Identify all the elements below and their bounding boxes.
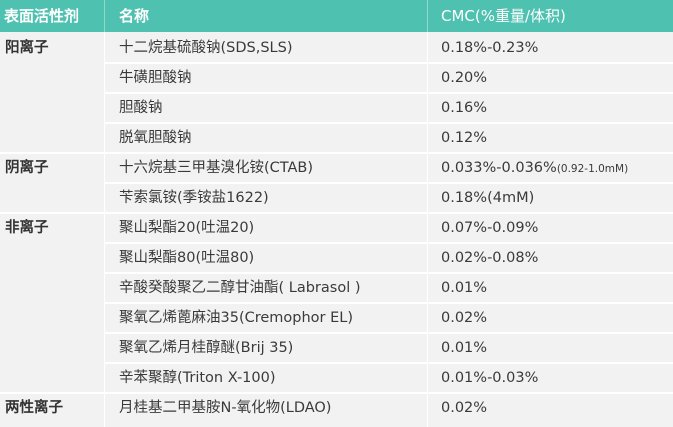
cmc-value: 0.16%: [441, 100, 488, 116]
table-row: 阳离子 十二烷基硫酸钠(SDS,SLS) 0.18%-0.23%: [0, 33, 673, 63]
category-cell: 阴离子: [5, 160, 49, 176]
cmc-cell: 0.02%: [441, 303, 487, 333]
name-cell: 聚山梨酯20(吐温20): [119, 220, 255, 236]
cmc-note: (0.92-1.0mM): [556, 163, 629, 175]
table-row: 两性离子 月桂基二甲基胺N-氧化物(LDAO) 0.02%: [0, 393, 673, 423]
cmc-cell: 0.07%-0.09%: [441, 213, 538, 243]
cmc-value: 0.01%-0.03%: [441, 370, 539, 386]
row-divider: [0, 392, 673, 394]
name-cell: 辛酸癸酸聚乙二醇甘油酯( Labrasol ): [119, 280, 361, 296]
row-divider: [0, 212, 673, 214]
table-row: 苄索氯铵(季铵盐1622) 0.18%(4mM): [0, 183, 673, 213]
header-category: 表面活性剂: [4, 7, 80, 25]
table-row: 非离子 聚山梨酯20(吐温20) 0.07%-0.09%: [0, 213, 673, 243]
cmc-cell: 0.18%-0.23%: [441, 33, 538, 63]
cmc-value: 0.02%: [441, 310, 488, 326]
header-divider: [104, 0, 105, 32]
table-row: 聚氧乙烯蓖麻油35(Cremophor EL) 0.02%: [0, 303, 673, 333]
name-cell: 十六烷基三甲基溴化铵(CTAB): [119, 160, 314, 176]
row-divider: [104, 272, 673, 274]
row-divider: [104, 332, 673, 334]
cmc-value: 0.07%-0.09%: [441, 220, 539, 236]
table-row: 牛磺胆酸钠 0.20%: [0, 63, 673, 93]
table-row: 辛苯聚醇(Triton X-100) 0.01%-0.03%: [0, 363, 673, 393]
table-row: 脱氧胆酸钠 0.12%: [0, 123, 673, 153]
row-divider: [104, 182, 673, 184]
row-divider: [104, 302, 673, 304]
table-row: 阴离子 十六烷基三甲基溴化铵(CTAB) 0.033%-0.036%(0.92-1.…: [0, 153, 673, 183]
name-cell: 辛苯聚醇(Triton X-100): [119, 370, 276, 386]
cmc-cell: 0.02%-0.08%: [441, 243, 538, 273]
table-header: 表面活性剂 名称 CMC(%重量/体积): [0, 0, 673, 32]
cmc-value: 0.01%: [441, 280, 488, 296]
name-cell: 胆酸钠: [119, 100, 163, 116]
name-cell: 聚氧乙烯月桂醇醚(Brij 35): [119, 340, 294, 356]
cmc-value: 0.01%: [441, 340, 488, 356]
cmc-cell: 0.16%: [441, 93, 487, 123]
cmc-cell: 0.20%: [441, 63, 487, 93]
cmc-cell: 0.01%-0.03%: [441, 363, 538, 393]
name-cell: 牛磺胆酸钠: [119, 70, 192, 86]
cmc-cell: 0.18%(4mM): [441, 183, 534, 213]
column-divider: [427, 32, 428, 427]
header-name: 名称: [119, 7, 150, 25]
header-divider: [427, 0, 428, 32]
name-cell: 脱氧胆酸钠: [119, 130, 192, 146]
table-row: 辛酸癸酸聚乙二醇甘油酯( Labrasol ) 0.01%: [0, 273, 673, 303]
name-cell: 月桂基二甲基胺N-氧化物(LDAO): [119, 400, 332, 416]
table-row: 聚氧乙烯月桂醇醚(Brij 35) 0.01%: [0, 333, 673, 363]
row-divider: [104, 122, 673, 124]
cmc-value: 0.033%-0.036%: [441, 160, 557, 176]
category-cell: 两性离子: [5, 400, 63, 416]
row-divider: [104, 92, 673, 94]
cmc-cell: 0.01%: [441, 273, 487, 303]
cmc-cell: 0.02%: [441, 393, 487, 423]
name-cell: 聚氧乙烯蓖麻油35(Cremophor EL): [119, 310, 354, 326]
row-divider: [104, 362, 673, 364]
row-divider: [0, 152, 673, 154]
cmc-value: 0.12%: [441, 130, 488, 146]
cmc-cell: 0.12%: [441, 123, 487, 153]
table-row: 聚山梨酯80(吐温80) 0.02%-0.08%: [0, 243, 673, 273]
column-divider: [104, 32, 105, 427]
cmc-value: 0.02%: [441, 400, 488, 416]
cmc-cell: 0.01%: [441, 333, 487, 363]
cmc-value: 0.02%-0.08%: [441, 250, 539, 266]
cmc-value: 0.18%-0.23%: [441, 40, 539, 56]
header-cmc: CMC(%重量/体积): [441, 7, 566, 25]
name-cell: 十二烷基硫酸钠(SDS,SLS): [119, 40, 293, 56]
cmc-value: 0.20%: [441, 70, 488, 86]
cmc-cell: 0.033%-0.036%(0.92-1.0mM): [441, 153, 628, 183]
table-row: 胆酸钠 0.16%: [0, 93, 673, 123]
row-divider: [104, 242, 673, 244]
row-divider: [104, 62, 673, 64]
category-cell: 非离子: [5, 220, 49, 236]
cmc-value: 0.18%(4mM): [441, 190, 535, 206]
name-cell: 聚山梨酯80(吐温80): [119, 250, 255, 266]
name-cell: 苄索氯铵(季铵盐1622): [119, 190, 269, 206]
category-cell: 阳离子: [5, 40, 49, 56]
